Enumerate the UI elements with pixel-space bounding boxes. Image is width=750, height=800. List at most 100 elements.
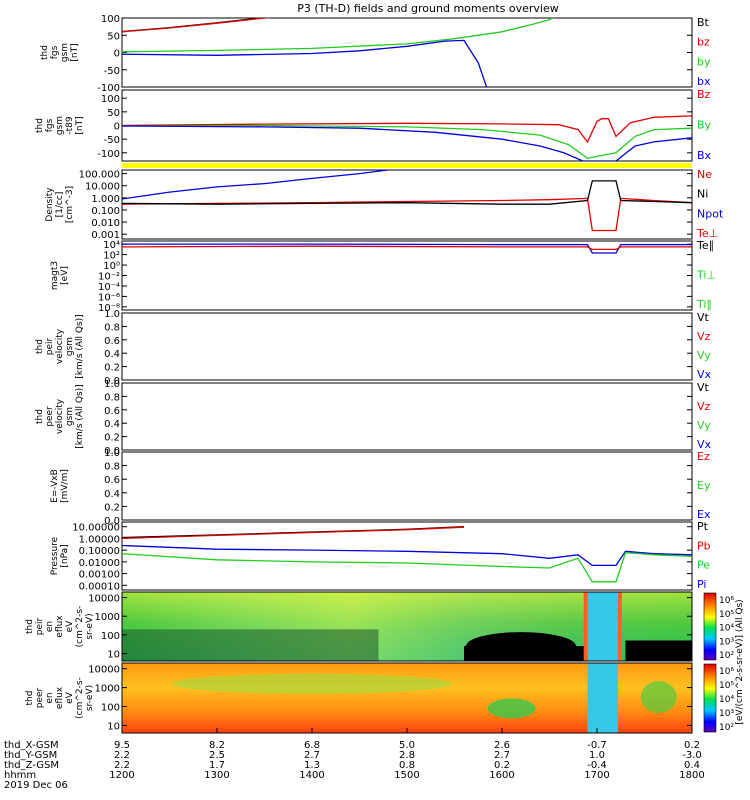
ylabel: eV [65, 620, 75, 633]
series-Pt [122, 526, 465, 539]
ytick-label: 0.00010 [79, 581, 120, 592]
ytick-label: 0 [114, 122, 120, 133]
ylabel: gsm [55, 116, 65, 135]
spectrogram [122, 592, 692, 661]
series-By [122, 124, 692, 159]
legend-item: Te∥ [696, 239, 714, 252]
series-Ne [122, 197, 692, 232]
ytick-label: 0.0 [104, 376, 120, 387]
ytick-label: 10 [107, 650, 120, 661]
series-Pb [122, 526, 465, 540]
spectrogram-band [487, 698, 536, 719]
legend-item: Ey [697, 479, 711, 492]
xaxis-cell: -3.0 [682, 750, 702, 761]
spectrogram-edge [583, 592, 588, 661]
data-quality-bar [122, 163, 692, 168]
ylabel: peir [35, 617, 45, 635]
ytick-label: 0.4 [104, 349, 120, 360]
legend: Te∥ Ti⊥ Ti∥ [696, 239, 716, 311]
panel-frame [121, 382, 693, 451]
legend: Vt Vz Vy Vx [697, 381, 712, 451]
ylabel: E=-VxB [50, 469, 60, 503]
xaxis-cell: 2.7 [304, 750, 320, 761]
ytick-label: 10000 [88, 594, 120, 605]
yaxis: 1.0 0.8 0.6 0.4 0.2 0.0 [104, 448, 692, 527]
ylabel: [nT] [75, 116, 85, 134]
ytick-label: 0.100 [91, 206, 120, 217]
panel-frame [121, 451, 693, 521]
xaxis-cell: 1500 [394, 770, 419, 781]
legend-item: Pt [697, 520, 709, 533]
ylabel: magt3 [50, 261, 60, 290]
colorbar-ramp [703, 663, 717, 733]
series-Bz [122, 115, 692, 144]
legend-item: Vx [697, 438, 712, 451]
ylabel: en [45, 621, 55, 632]
xaxis-columns: 9.52.22.212008.22.51.713006.82.71.314005… [109, 728, 705, 781]
colorbar-tick: 10⁵ [719, 610, 734, 620]
series-bz [122, 18, 271, 33]
series-group [122, 18, 554, 87]
ytick-label: -50 [104, 66, 120, 77]
ytick-label: 0.00100 [79, 570, 120, 581]
legend-item: Vt [697, 311, 710, 324]
ylabel: thd [35, 118, 45, 133]
ylabel: (cm^2-s- [75, 606, 85, 648]
ylabel: velocity [55, 328, 65, 364]
panel-2: 100 50 0 -50 -100 thd fgs gsm -t89 [nT] Bz By Bx [35, 88, 712, 168]
legend: Bt bz by bx [697, 16, 711, 88]
panel-frame [121, 591, 693, 662]
series-Pi [122, 544, 692, 567]
ytick-label: 0.8 [104, 322, 120, 333]
xaxis-cell: 2.7 [494, 750, 510, 761]
figure-title: P3 (TH-D) fields and ground moments over… [297, 2, 559, 15]
panel-10: 10000 1000 100 10 thd peer en eflux eV (cm^2-s-sr… [25, 662, 734, 734]
panel-frame [121, 240, 693, 311]
xaxis-cell: 9.5 [114, 740, 130, 751]
series-Ni [122, 180, 692, 205]
xaxis-cell: 0.4 [684, 760, 700, 771]
ytick-label: 1000 [95, 684, 120, 695]
ylabel: Pressure [50, 536, 60, 575]
xaxis-cell: 6.8 [304, 740, 320, 751]
xaxis-cell: 0.2 [684, 740, 700, 751]
ylabel: sr-eV) [85, 685, 95, 711]
ytick-label: 0.2 [104, 433, 120, 444]
ylabel: fgs [50, 45, 60, 59]
legend: Vt Vz Vy Vx [697, 311, 712, 381]
panel-3: 100.00010.0001.0000.1000.0100.001 Density… [45, 168, 724, 241]
xaxis-cell: 8.2 [209, 740, 225, 751]
row-label-z: thd_Z-GSM [4, 760, 59, 771]
legend-item: Ez [697, 450, 710, 463]
ytick-label: 100.000 [79, 170, 120, 181]
colorbar-tick: 10² [719, 723, 734, 733]
ylabel: en [45, 692, 55, 703]
xaxis-cell: 1200 [109, 770, 134, 781]
ytick-label: 1.000 [91, 194, 120, 205]
ytick-label: 100 [101, 703, 120, 714]
yaxis: 100 50 0 -50 -100 [97, 14, 692, 94]
ytick-label: 10⁴ [103, 240, 120, 251]
yaxis: 1.0 0.8 0.6 0.4 0.2 0.0 [104, 379, 692, 457]
ylabel: thd [35, 339, 45, 354]
legend-item: Npot [697, 207, 724, 220]
colorbar-tick: 10³ [719, 637, 734, 647]
row-label-y: thd_Y-GSM [4, 750, 57, 761]
ytick-label: 10.00000 [72, 523, 120, 534]
xaxis-cell: 1300 [204, 770, 229, 781]
ytick-label: 10 [107, 721, 120, 732]
legend-item: Ex [697, 508, 711, 521]
ytick-label: -100 [97, 149, 120, 160]
ytick-label: 0.2 [104, 502, 120, 513]
series-Pe [122, 552, 692, 583]
xaxis-cell: -0.4 [587, 760, 607, 771]
ylabel: eflux [55, 615, 65, 638]
legend-item: Vy [697, 349, 711, 362]
colorbar: 10⁶ 10⁵ 10⁴ 10³ 10² [703, 663, 734, 733]
xaxis-cell: 2.2 [114, 760, 130, 771]
xaxis-cell: 5.0 [399, 740, 415, 751]
legend-item: Vt [697, 381, 710, 394]
xaxis-cell: 2.8 [399, 750, 415, 761]
